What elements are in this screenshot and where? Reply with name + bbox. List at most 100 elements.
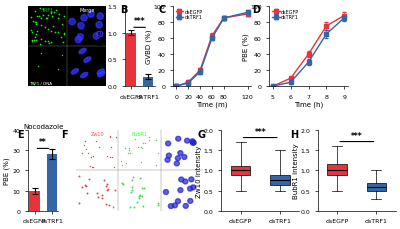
Point: [88, 166, 95, 169]
Point: [142, 142, 148, 146]
Text: Merge: Merge: [174, 131, 190, 136]
Y-axis label: BubR1 intensity: BubR1 intensity: [293, 143, 299, 198]
Point: [38, 52, 44, 56]
Circle shape: [164, 190, 168, 195]
Point: [127, 151, 133, 155]
Point: [36, 15, 42, 19]
Point: [60, 41, 67, 44]
Point: [37, 43, 44, 46]
Bar: [67, 47, 106, 87]
Circle shape: [176, 137, 181, 142]
Point: [29, 40, 35, 44]
Circle shape: [188, 199, 193, 203]
Point: [52, 31, 58, 35]
Point: [42, 40, 48, 44]
PathPatch shape: [231, 166, 250, 175]
Point: [45, 14, 52, 18]
Point: [33, 24, 40, 27]
Circle shape: [190, 141, 196, 146]
Point: [31, 39, 38, 42]
Point: [38, 38, 44, 42]
Point: [51, 11, 57, 15]
Circle shape: [188, 186, 193, 191]
Point: [113, 135, 119, 139]
Bar: [67, 7, 106, 47]
Point: [52, 9, 59, 13]
Text: E: E: [18, 129, 24, 139]
Point: [57, 36, 64, 40]
Point: [61, 33, 67, 37]
Point: [90, 154, 96, 158]
Point: [101, 178, 108, 182]
Circle shape: [96, 32, 103, 38]
Circle shape: [174, 161, 179, 166]
Point: [55, 31, 62, 35]
Point: [122, 147, 128, 150]
Point: [34, 15, 40, 19]
Point: [50, 25, 56, 29]
Circle shape: [189, 177, 194, 182]
Circle shape: [81, 16, 87, 22]
Point: [152, 164, 159, 167]
Text: TRF1: TRF1: [42, 8, 54, 13]
Point: [106, 155, 113, 159]
Point: [104, 154, 110, 158]
Circle shape: [178, 188, 183, 193]
Point: [33, 39, 40, 43]
Point: [129, 179, 135, 182]
Circle shape: [184, 139, 190, 143]
Point: [58, 54, 65, 57]
Ellipse shape: [97, 70, 104, 75]
Point: [48, 11, 54, 14]
Text: B: B: [120, 5, 127, 15]
Point: [99, 194, 106, 197]
Text: ***: ***: [351, 132, 362, 141]
Point: [136, 196, 142, 200]
Point: [134, 200, 140, 204]
Point: [45, 28, 52, 31]
Point: [59, 23, 65, 27]
Point: [92, 139, 99, 143]
Point: [108, 146, 114, 149]
Text: **: **: [39, 138, 47, 147]
Bar: [143, 77, 153, 87]
Circle shape: [88, 12, 94, 18]
Point: [31, 83, 37, 86]
Point: [32, 36, 38, 40]
Point: [126, 149, 132, 152]
Point: [28, 16, 34, 19]
Point: [130, 205, 137, 209]
Point: [129, 186, 135, 189]
Circle shape: [191, 141, 196, 145]
Point: [139, 187, 145, 190]
Point: [81, 144, 87, 148]
Point: [28, 29, 34, 33]
Circle shape: [172, 203, 178, 208]
Circle shape: [97, 14, 104, 20]
Point: [38, 24, 44, 28]
Circle shape: [75, 37, 82, 44]
Point: [75, 174, 82, 178]
Point: [118, 160, 124, 164]
Point: [54, 17, 61, 20]
Point: [119, 163, 126, 167]
X-axis label: Time (h): Time (h): [294, 101, 323, 107]
Point: [79, 151, 85, 155]
Y-axis label: TRF1 level: TRF1 level: [98, 29, 104, 65]
Circle shape: [77, 35, 83, 41]
Point: [95, 195, 101, 199]
Circle shape: [93, 34, 100, 40]
X-axis label: Time (m): Time (m): [196, 101, 228, 107]
Point: [110, 205, 116, 209]
Point: [38, 17, 44, 20]
Circle shape: [165, 158, 170, 163]
Text: TRF1 / DNA: TRF1 / DNA: [29, 82, 52, 86]
PathPatch shape: [327, 165, 347, 175]
Point: [88, 155, 94, 159]
Point: [86, 164, 93, 168]
Point: [96, 145, 102, 149]
Point: [104, 188, 110, 192]
Point: [146, 135, 152, 139]
Text: D: D: [252, 5, 260, 15]
Point: [48, 30, 54, 34]
